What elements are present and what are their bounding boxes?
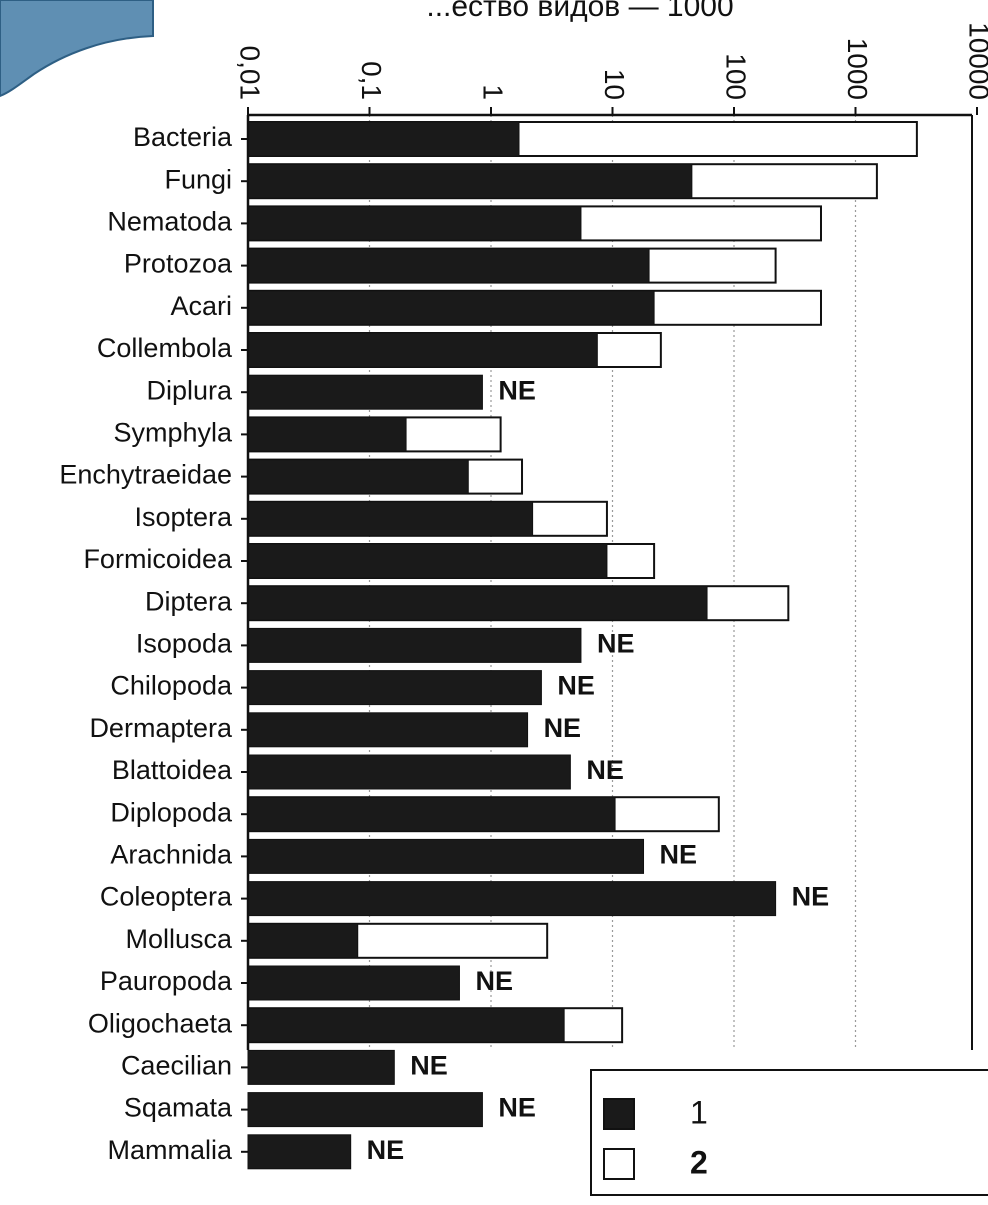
category-label: Protozoa [124,249,233,279]
category-label: Oligochaeta [88,1008,233,1038]
legend: 12 [590,1069,988,1196]
ne-label: NE [597,629,635,659]
x-tick-label: 0,01 [235,46,266,101]
ne-label: NE [544,713,582,743]
bar-known [247,712,529,748]
x-tick-label: 0,1 [356,61,387,100]
x-tick-label: 10000 [964,22,988,100]
category-label: Sqamata [124,1093,233,1123]
category-label: Chilopoda [110,671,233,701]
bar-known [247,290,655,326]
bar-known [247,585,708,621]
x-tick-label: 1000 [842,38,873,100]
bar-known [247,374,483,410]
category-label: Pauropoda [100,966,233,996]
category-label: Acari [170,291,232,321]
chart-title-fragment: ...ество видов — 1000 [426,0,733,23]
bar-known [247,248,650,284]
bar-known [247,881,777,917]
ne-label: NE [367,1135,405,1165]
bar-known [247,459,469,495]
category-label: Enchytraeidae [59,460,232,490]
bar-known [247,838,645,874]
category-label: Caecilian [121,1051,232,1081]
bar-known [247,1092,483,1128]
category-label: Nematoda [107,207,233,237]
category-label: Coleoptera [100,882,233,912]
category-label: Isoptera [134,502,233,532]
legend-box [590,1069,988,1196]
category-label: Fungi [164,164,232,194]
ne-label: NE [660,840,698,870]
category-label: Diplopoda [110,797,233,827]
bar-known [247,332,598,368]
ne-label: NE [792,882,830,912]
bar-known [247,501,534,537]
bar-known [247,121,520,157]
x-axis-ticks: 0,01 0,1 1 10 100 1000 10000 [235,22,988,115]
category-label: Diptera [145,586,233,616]
category-label: Arachnida [110,840,233,870]
ne-label: NE [498,1093,536,1123]
category-label: Diplura [146,375,233,405]
bar-known [247,670,542,706]
bar-known [247,1049,395,1085]
category-label: Mollusca [125,924,233,954]
category-label: Dermaptera [89,713,233,743]
ne-label: NE [498,375,536,405]
ne-label: NE [475,966,513,996]
ne-label: NE [586,755,624,785]
legend-swatch-2 [603,1148,635,1180]
category-label: Bacteria [133,122,233,152]
bar-known [247,163,693,199]
bar-known [247,1007,565,1043]
bar-known [247,416,407,452]
ne-label: NE [557,671,595,701]
legend-swatch-1 [603,1098,635,1130]
bar-known [247,923,359,959]
bar-known [247,796,616,832]
category-label: Blattoidea [112,755,233,785]
bar-known [247,627,582,663]
bar-known [247,965,460,1001]
legend-label-1: 1 [690,1094,708,1130]
bar-known [247,1134,352,1170]
category-label: Formicoidea [83,544,233,574]
legend-label-2: 2 [690,1144,708,1180]
category-label: Symphyla [113,418,233,448]
plot-frame [246,113,973,1050]
x-tick-label: 1 [478,84,509,100]
category-label: Isopoda [136,629,233,659]
ne-label: NE [410,1051,448,1081]
bar-known [247,205,582,241]
category-label: Mammalia [107,1135,233,1165]
decorative-blue-shape [0,0,154,98]
bar-known [247,543,608,579]
bar-known [247,754,571,790]
x-tick-label: 10 [599,69,630,100]
category-label: Collembola [97,333,233,363]
x-tick-label: 100 [721,53,752,100]
category-labels: Bacteria Fungi Nematoda Protozoa Acari Collem… [59,122,248,1165]
